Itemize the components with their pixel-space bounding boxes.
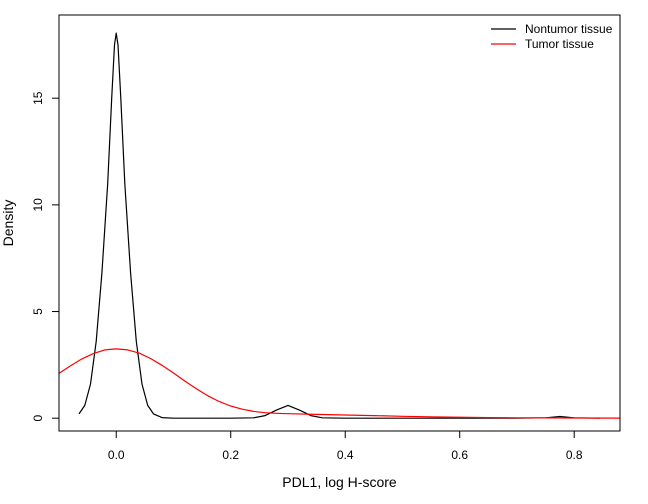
x-tick-label: 0.0 (108, 448, 125, 462)
y-axis: 0 5 10 15 (31, 91, 60, 422)
legend-label: Tumor tissue (525, 37, 594, 51)
x-tick-label: 0.2 (222, 448, 239, 462)
plot-frame (58, 14, 621, 432)
series-line-tumor-tissue (58, 348, 621, 419)
y-axis-title: Density (0, 200, 16, 247)
series-line-nontumor-tissue (78, 32, 601, 419)
y-tick-label: 10 (31, 198, 45, 212)
legend-label: Nontumor tissue (525, 22, 613, 36)
y-tick-label: 0 (31, 415, 45, 422)
x-axis: 0.0 0.2 0.4 0.6 0.8 (108, 430, 583, 462)
x-tick-label: 0.6 (451, 448, 468, 462)
x-tick-label: 0.8 (566, 448, 583, 462)
x-axis-title: PDL1, log H-score (282, 474, 397, 490)
y-tick-label: 15 (31, 91, 45, 105)
y-tick-label: 5 (31, 308, 45, 315)
density-curves (58, 32, 621, 419)
x-tick-label: 0.4 (337, 448, 354, 462)
